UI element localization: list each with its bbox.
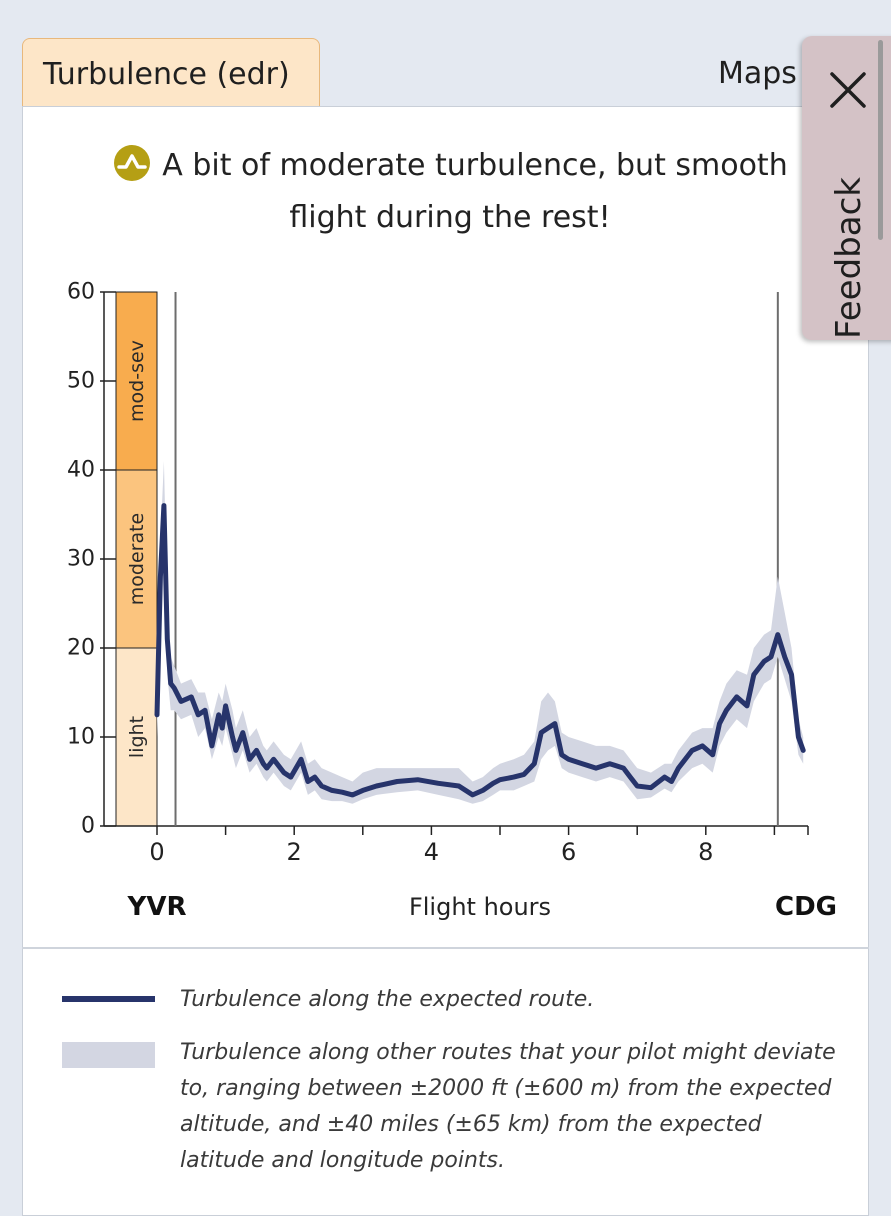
severity-band-label: mod-sev [126, 340, 148, 422]
severity-band-light [115, 647, 158, 827]
x-tick-label: 6 [561, 838, 576, 866]
x-tick-label: 0 [149, 838, 164, 866]
legend-line-swatch [62, 996, 155, 1002]
y-tick-label: 0 [81, 814, 95, 839]
y-tick-label: 10 [67, 725, 95, 750]
tab-maps[interactable]: Maps [718, 56, 797, 91]
y-tick-label: 60 [67, 280, 95, 305]
x-tick-label: 8 [698, 838, 713, 866]
x-tick-label: 4 [424, 838, 439, 866]
feedback-drawer[interactable]: Feedback [802, 36, 891, 340]
legend-expected-route: Turbulence along the expected route. [180, 987, 595, 1012]
turbulence-chart: light moderate mod-sev 0 10 20 30 40 50 60 0 2 4 6 8… [67, 280, 837, 923]
legend-divider [22, 947, 869, 949]
summary-text: A bit of moderate turbulence, but smooth… [162, 148, 788, 235]
severity-band-mod-sev [115, 291, 158, 471]
y-tick-label: 40 [67, 458, 95, 483]
turbulence-summary: A bit of moderate turbulence, but smooth… [90, 140, 810, 244]
tab-turbulence[interactable]: Turbulence (edr) [22, 38, 320, 110]
origin-airport-label: YVR [127, 892, 187, 922]
y-tick-label: 30 [67, 547, 95, 572]
moderate-turbulence-icon [112, 143, 152, 183]
close-icon[interactable] [828, 70, 868, 110]
turbulence-panel [22, 106, 869, 1216]
expected-route-line [154, 503, 806, 798]
severity-band-label: moderate [126, 513, 148, 605]
legend-band-swatch [62, 1042, 155, 1068]
destination-airport-label: CDG [775, 892, 837, 922]
tab-turbulence-label: Turbulence (edr) [43, 57, 290, 92]
scrollbar[interactable] [878, 40, 883, 240]
x-tick-label: 2 [287, 838, 302, 866]
legend-alternate-routes: Turbulence along other routes that your … [180, 1040, 836, 1173]
feedback-label[interactable]: Feedback [829, 177, 869, 339]
x-axis-title: Flight hours [409, 893, 551, 921]
y-tick-label: 50 [67, 369, 95, 394]
severity-band-label: light [126, 716, 148, 758]
y-tick-label: 20 [67, 636, 95, 661]
